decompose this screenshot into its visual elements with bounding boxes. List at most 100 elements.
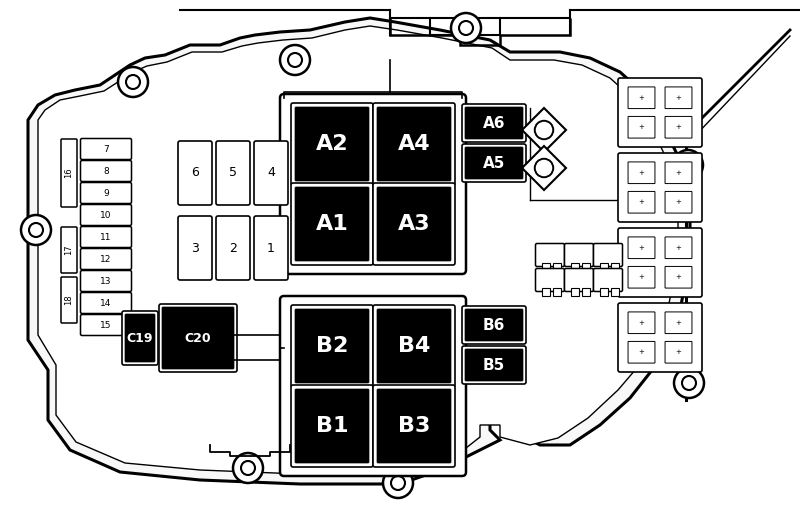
FancyBboxPatch shape — [125, 314, 155, 362]
Bar — [571, 288, 579, 296]
FancyBboxPatch shape — [628, 192, 655, 213]
Circle shape — [29, 223, 43, 237]
Circle shape — [681, 158, 695, 172]
FancyBboxPatch shape — [61, 139, 77, 207]
Text: 11: 11 — [100, 233, 112, 241]
Circle shape — [126, 75, 140, 89]
FancyBboxPatch shape — [594, 269, 622, 292]
FancyBboxPatch shape — [216, 141, 250, 205]
FancyBboxPatch shape — [295, 309, 369, 383]
Text: B4: B4 — [398, 336, 430, 356]
Text: 15: 15 — [100, 321, 112, 330]
Text: A1: A1 — [316, 214, 348, 234]
Bar — [600, 288, 608, 296]
Polygon shape — [38, 26, 678, 474]
FancyBboxPatch shape — [465, 147, 523, 179]
Text: A6: A6 — [482, 115, 506, 131]
FancyBboxPatch shape — [81, 248, 131, 270]
FancyBboxPatch shape — [565, 269, 594, 292]
Text: 10: 10 — [100, 210, 112, 219]
FancyBboxPatch shape — [254, 141, 288, 205]
Text: +: + — [675, 350, 682, 355]
Text: 17: 17 — [65, 245, 74, 256]
FancyBboxPatch shape — [81, 161, 131, 181]
Text: B1: B1 — [316, 416, 348, 436]
Circle shape — [391, 476, 405, 490]
Circle shape — [118, 67, 148, 97]
FancyBboxPatch shape — [618, 78, 702, 147]
Circle shape — [233, 453, 263, 483]
FancyBboxPatch shape — [665, 116, 692, 138]
FancyBboxPatch shape — [178, 216, 212, 280]
Circle shape — [280, 45, 310, 75]
Bar — [582, 288, 590, 296]
Circle shape — [673, 150, 703, 180]
Text: C20: C20 — [185, 332, 211, 344]
FancyBboxPatch shape — [81, 227, 131, 247]
Text: A5: A5 — [483, 155, 505, 171]
Text: 3: 3 — [191, 241, 199, 255]
FancyBboxPatch shape — [594, 243, 622, 267]
FancyBboxPatch shape — [565, 243, 594, 267]
Circle shape — [383, 468, 413, 498]
FancyBboxPatch shape — [462, 104, 526, 142]
Circle shape — [288, 53, 302, 67]
Circle shape — [241, 461, 255, 475]
FancyBboxPatch shape — [291, 183, 373, 265]
FancyBboxPatch shape — [61, 277, 77, 323]
FancyBboxPatch shape — [462, 306, 526, 344]
FancyBboxPatch shape — [628, 266, 655, 288]
FancyBboxPatch shape — [462, 346, 526, 384]
FancyBboxPatch shape — [535, 269, 565, 292]
Text: 16: 16 — [65, 168, 74, 178]
Text: +: + — [638, 274, 645, 280]
FancyBboxPatch shape — [159, 304, 237, 372]
FancyBboxPatch shape — [81, 182, 131, 204]
FancyBboxPatch shape — [81, 205, 131, 226]
Circle shape — [21, 215, 51, 245]
Circle shape — [451, 13, 481, 43]
Bar — [542, 263, 550, 271]
Bar — [553, 263, 561, 271]
FancyBboxPatch shape — [665, 312, 692, 334]
FancyBboxPatch shape — [377, 389, 451, 463]
Text: 14: 14 — [100, 299, 112, 307]
Bar — [542, 288, 550, 296]
FancyBboxPatch shape — [628, 341, 655, 363]
FancyBboxPatch shape — [81, 270, 131, 292]
Text: B3: B3 — [398, 416, 430, 436]
Circle shape — [534, 121, 554, 139]
Bar — [553, 288, 561, 296]
Circle shape — [674, 368, 704, 398]
FancyBboxPatch shape — [373, 183, 455, 265]
FancyBboxPatch shape — [665, 237, 692, 259]
Text: +: + — [638, 95, 645, 101]
Text: +: + — [638, 245, 645, 251]
FancyBboxPatch shape — [628, 87, 655, 109]
Text: +: + — [675, 274, 682, 280]
FancyBboxPatch shape — [122, 311, 158, 365]
FancyBboxPatch shape — [291, 305, 373, 387]
Circle shape — [459, 21, 473, 35]
Text: +: + — [675, 170, 682, 176]
FancyBboxPatch shape — [280, 296, 466, 476]
FancyBboxPatch shape — [162, 307, 234, 369]
Text: 18: 18 — [65, 295, 74, 305]
Polygon shape — [522, 146, 566, 190]
Bar — [611, 263, 619, 271]
Text: +: + — [638, 170, 645, 176]
FancyBboxPatch shape — [535, 243, 565, 267]
FancyBboxPatch shape — [618, 228, 702, 297]
Text: +: + — [675, 124, 682, 130]
Bar — [611, 288, 619, 296]
FancyBboxPatch shape — [81, 293, 131, 313]
Circle shape — [682, 376, 696, 390]
FancyBboxPatch shape — [254, 216, 288, 280]
Text: A3: A3 — [398, 214, 430, 234]
Circle shape — [534, 159, 554, 177]
Text: A2: A2 — [316, 134, 348, 154]
FancyBboxPatch shape — [178, 141, 212, 205]
Text: B5: B5 — [483, 358, 505, 372]
FancyBboxPatch shape — [618, 303, 702, 372]
Text: +: + — [638, 320, 645, 326]
